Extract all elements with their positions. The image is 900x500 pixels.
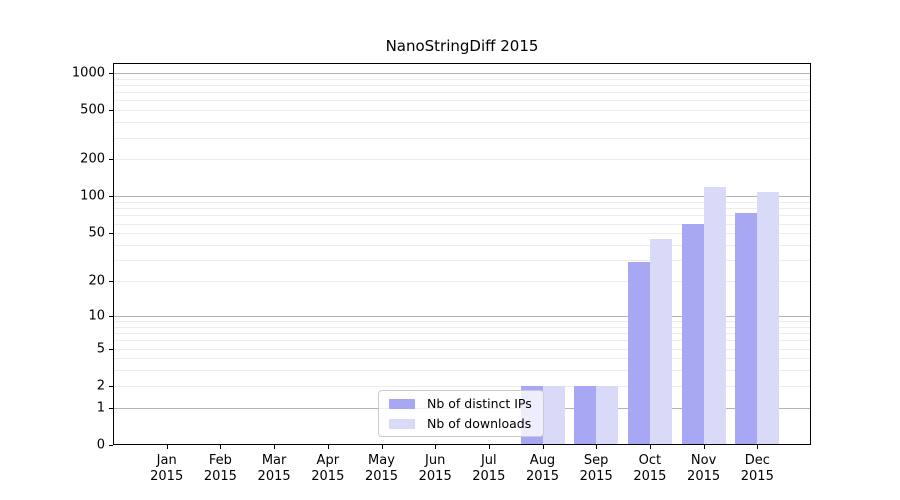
y-tick-label: 1000: [71, 65, 105, 81]
gridline-30: [113, 260, 811, 261]
bar-nov-distinct-ips: [681, 223, 704, 445]
gridline-70: [113, 215, 811, 217]
y-tick-mark: [109, 281, 113, 282]
y-tick-label: 500: [80, 102, 105, 118]
x-tick-label-apr: Apr 2015: [311, 453, 345, 484]
gridline-3: [113, 370, 811, 372]
legend-swatch-downloads: [389, 418, 415, 429]
y-tick-label: 20: [88, 273, 105, 289]
bar-aug-downloads: [542, 385, 565, 445]
gridline-9: [113, 321, 811, 322]
y-tick-mark: [109, 110, 113, 112]
gridline-80: [113, 208, 811, 210]
chart-title: NanoStringDiff 2015: [385, 37, 539, 55]
x-tick-label-sep: Sep 2015: [579, 453, 613, 484]
x-tick-mark: [327, 445, 329, 449]
y-tick-mark: [109, 385, 113, 387]
legend: Nb of distinct IPs Nb of downloads: [378, 390, 544, 437]
legend-label-distinct-ips: Nb of distinct IPs: [427, 396, 532, 411]
y-tick-label: 100: [80, 188, 105, 204]
gridline-40: [113, 244, 811, 246]
y-tick-label: 200: [80, 151, 105, 167]
bar-nov-downloads: [703, 187, 726, 445]
gridline-90: [113, 202, 811, 203]
y-tick-mark: [109, 407, 113, 409]
y-tick-mark: [109, 348, 113, 350]
x-tick-label-nov: Nov 2015: [687, 453, 721, 484]
y-tick-label: 1: [96, 400, 105, 416]
y-tick-mark: [109, 445, 113, 446]
bar-dec-downloads: [757, 192, 780, 445]
x-tick-mark: [757, 445, 759, 449]
y-tick-label: 5: [96, 341, 105, 356]
gridline-20: [113, 281, 811, 282]
bar-oct-distinct-ips: [627, 261, 650, 445]
gridline-10: [113, 315, 811, 317]
x-tick-label-dec: Dec 2015: [740, 453, 774, 484]
x-tick-mark: [649, 445, 651, 449]
x-tick-label-aug: Aug 2015: [525, 453, 560, 484]
gridline-600: [113, 100, 811, 102]
legend-label-downloads: Nb of downloads: [427, 416, 532, 431]
y-tick-label: 0: [96, 437, 105, 453]
legend-swatch-distinct-ips: [389, 398, 415, 409]
gridline-6: [113, 340, 811, 342]
bar-oct-downloads: [649, 238, 672, 445]
y-tick-mark: [109, 196, 113, 198]
x-tick-mark: [166, 445, 168, 449]
x-tick-label-jun: Jun 2015: [418, 453, 452, 484]
x-tick-label-jan: Jan 2015: [150, 453, 184, 484]
bar-sep-downloads: [596, 385, 619, 445]
x-tick-mark: [381, 445, 383, 449]
x-tick-mark: [596, 445, 598, 449]
x-tick-label-feb: Feb 2015: [203, 453, 237, 484]
x-tick-mark: [488, 445, 490, 449]
gridline-700: [113, 92, 811, 93]
x-tick-mark: [542, 445, 544, 449]
y-tick-label: 2: [96, 378, 105, 394]
bar-dec-distinct-ips: [735, 213, 758, 445]
gridline-5: [113, 348, 811, 350]
x-tick-mark: [274, 445, 276, 449]
gridline-7: [113, 333, 811, 334]
x-tick-label-may: May 2015: [364, 453, 399, 484]
gridline-1000: [113, 72, 811, 74]
legend-row-downloads: Nb of downloads: [386, 416, 536, 431]
y-tick-label: 10: [88, 308, 105, 324]
gridline-8: [113, 326, 811, 328]
y-tick-mark: [109, 72, 113, 74]
gridline-4: [113, 358, 811, 360]
x-tick-label-jul: Jul 2015: [472, 453, 506, 484]
gridline-800: [113, 84, 811, 86]
gridline-200: [113, 159, 811, 161]
x-tick-mark: [703, 445, 705, 449]
x-tick-mark: [220, 445, 222, 449]
y-tick-mark: [109, 315, 113, 317]
gridline-300: [113, 137, 811, 139]
y-tick-label: 50: [88, 225, 105, 241]
x-tick-mark: [435, 445, 437, 449]
gridline-50: [113, 233, 811, 235]
legend-row-distinct-ips: Nb of distinct IPs: [386, 396, 536, 411]
gridline-500: [113, 110, 811, 112]
gridline-60: [113, 223, 811, 225]
gridline-400: [113, 122, 811, 124]
bar-sep-distinct-ips: [574, 385, 597, 445]
x-tick-label-oct: Oct 2015: [633, 453, 667, 484]
x-tick-label-mar: Mar 2015: [257, 453, 291, 484]
gridline-100: [113, 196, 811, 198]
gridline-900: [113, 78, 811, 80]
gridline-2: [113, 385, 811, 387]
y-tick-mark: [109, 233, 113, 235]
y-tick-mark: [109, 159, 113, 161]
